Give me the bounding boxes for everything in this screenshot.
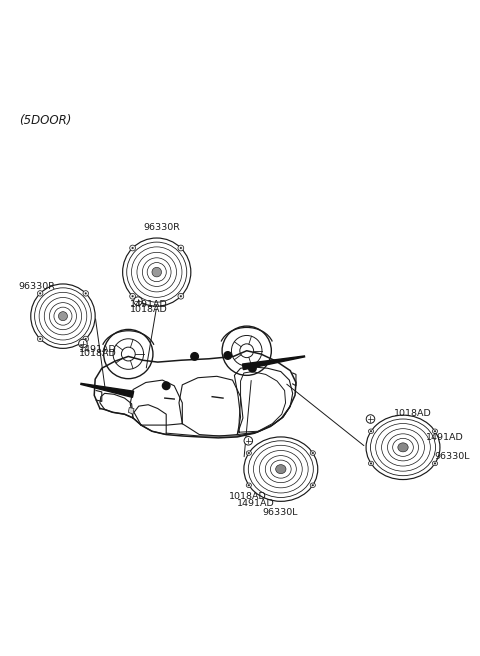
Text: 1491AD: 1491AD <box>426 432 464 441</box>
Circle shape <box>162 382 170 390</box>
Circle shape <box>132 247 133 249</box>
Circle shape <box>130 293 135 299</box>
Circle shape <box>178 293 184 299</box>
Circle shape <box>130 245 135 251</box>
Ellipse shape <box>248 452 250 454</box>
Ellipse shape <box>246 451 252 455</box>
Ellipse shape <box>246 483 252 487</box>
Circle shape <box>180 295 182 297</box>
Circle shape <box>79 339 87 348</box>
Ellipse shape <box>432 461 438 466</box>
Circle shape <box>249 365 256 372</box>
Text: 1491AD: 1491AD <box>79 344 117 354</box>
Circle shape <box>134 297 142 305</box>
Polygon shape <box>128 407 134 414</box>
Ellipse shape <box>370 462 372 464</box>
Circle shape <box>85 293 86 294</box>
Ellipse shape <box>312 484 314 486</box>
Circle shape <box>37 291 43 296</box>
Ellipse shape <box>434 430 436 432</box>
Ellipse shape <box>276 464 286 474</box>
Text: 1018AD: 1018AD <box>79 349 117 358</box>
Text: 96330R: 96330R <box>18 282 55 291</box>
Text: (5DOOR): (5DOOR) <box>19 114 72 127</box>
Circle shape <box>83 291 88 296</box>
Circle shape <box>191 353 198 360</box>
Ellipse shape <box>398 443 408 452</box>
Ellipse shape <box>310 483 315 487</box>
Text: 1491AD: 1491AD <box>237 499 274 508</box>
Text: 1018AD: 1018AD <box>394 409 432 418</box>
Circle shape <box>59 312 68 321</box>
Circle shape <box>39 338 41 340</box>
Text: 96330R: 96330R <box>143 223 180 232</box>
Ellipse shape <box>248 484 250 486</box>
Ellipse shape <box>310 451 315 455</box>
Ellipse shape <box>312 452 314 454</box>
Ellipse shape <box>369 429 373 434</box>
Ellipse shape <box>369 461 373 466</box>
Polygon shape <box>81 383 133 398</box>
Circle shape <box>152 268 161 277</box>
Circle shape <box>178 245 184 251</box>
Ellipse shape <box>370 430 372 432</box>
Circle shape <box>132 295 133 297</box>
Text: 1491AD: 1491AD <box>130 300 167 309</box>
Text: 96330L: 96330L <box>434 452 470 461</box>
Circle shape <box>83 336 88 342</box>
Circle shape <box>85 338 86 340</box>
Ellipse shape <box>434 462 436 464</box>
Polygon shape <box>242 356 305 369</box>
Circle shape <box>180 247 182 249</box>
Text: 1018AD: 1018AD <box>130 305 167 314</box>
Text: 96330L: 96330L <box>263 508 298 518</box>
Ellipse shape <box>432 429 438 434</box>
Text: 1018AD: 1018AD <box>229 492 267 501</box>
Circle shape <box>366 415 375 423</box>
Circle shape <box>39 293 41 294</box>
Circle shape <box>224 352 231 359</box>
Circle shape <box>37 336 43 342</box>
Circle shape <box>244 436 252 445</box>
